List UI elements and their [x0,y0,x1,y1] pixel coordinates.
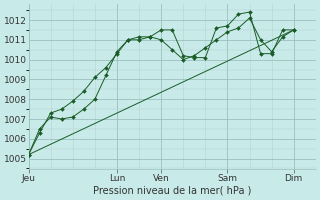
X-axis label: Pression niveau de la mer( hPa ): Pression niveau de la mer( hPa ) [93,186,252,196]
